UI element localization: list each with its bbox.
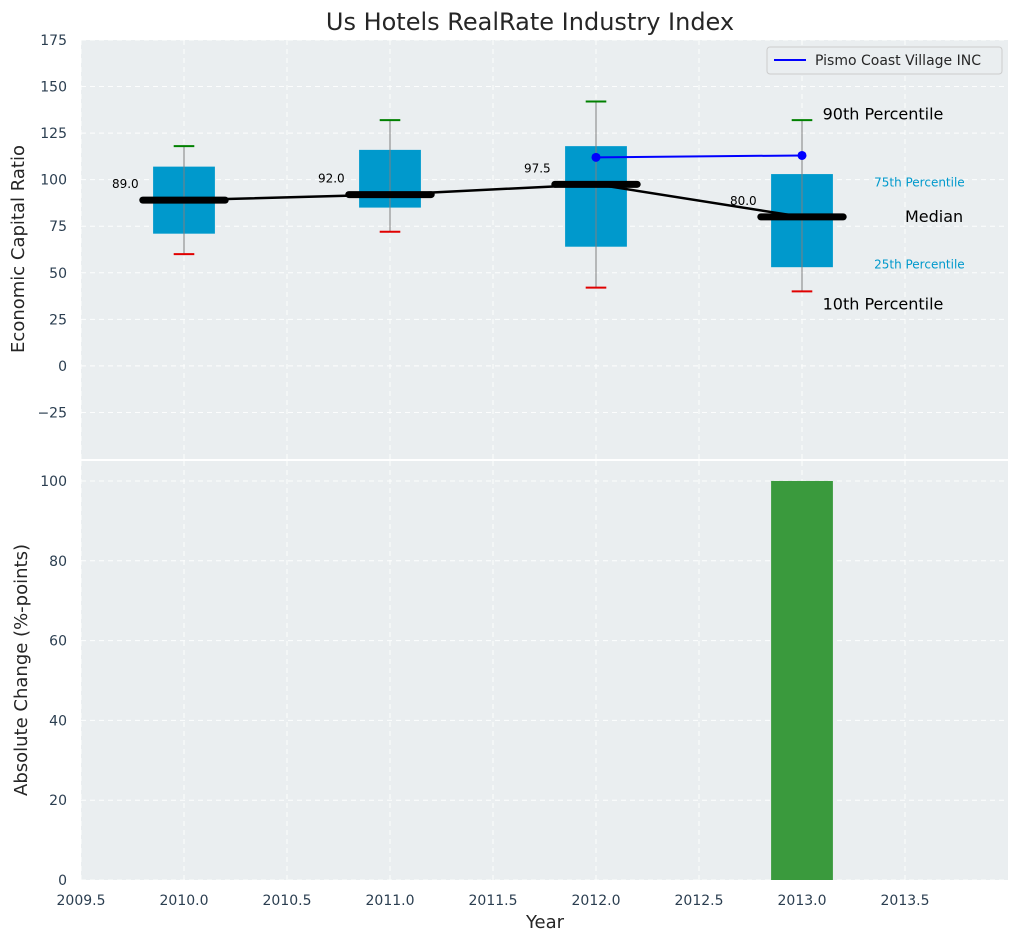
percentile-annotation: 10th Percentile	[823, 294, 944, 313]
percentile-annotation: 90th Percentile	[823, 104, 944, 123]
x-axis-ticks: 2009.5 2010.0 2010.5 2011.0 2011.5 2012.0 2012…	[57, 893, 930, 909]
chart-title: Us Hotels RealRate Industry Index	[326, 8, 734, 36]
box-panel-marks: 89.0 92.0 97.5 80.0	[112, 100, 847, 293]
series-point	[797, 150, 807, 160]
y-tick-label: 0	[58, 359, 67, 375]
x-tick-label: 2010.5	[263, 893, 312, 909]
box-panel-y-axis-label: Economic Capital Ratio	[8, 145, 29, 353]
legend-entry: Pismo Coast Village INC	[815, 53, 981, 69]
x-tick-label: 2010.0	[160, 893, 209, 909]
bar-panel-marks	[771, 480, 833, 880]
x-tick-label: 2011.5	[469, 893, 518, 909]
x-tick-label: 2009.5	[57, 893, 106, 909]
median-value-label: 92.0	[318, 172, 345, 186]
bar-panel-background	[81, 461, 1008, 880]
box-panel-y-ticks: −25 0 25 50 75 100 125 150 175	[37, 33, 67, 421]
legend: Pismo Coast Village INC	[766, 46, 1003, 75]
bar-panel-y-ticks: 0 20 40 60 80 100	[40, 474, 67, 889]
x-tick-label: 2013.0	[778, 893, 827, 909]
box-panel-grid	[80, 39, 1008, 459]
y-tick-label: 0	[58, 873, 67, 889]
median-value-label: 97.5	[524, 161, 551, 175]
median-value-label: 80.0	[730, 194, 757, 208]
y-tick-label: 60	[49, 634, 67, 650]
y-tick-label: 125	[40, 126, 67, 142]
y-tick-label: 40	[49, 713, 67, 729]
bar-panel-y-axis-label: Absolute Change (%-points)	[11, 544, 32, 796]
y-tick-label: 75	[49, 219, 67, 235]
series-line	[595, 154, 803, 159]
y-tick-label: 20	[49, 793, 67, 809]
y-tick-label: 100	[40, 173, 67, 189]
percentile-annotation: 75th Percentile	[874, 176, 965, 190]
series-point	[591, 152, 601, 162]
median-trend-line	[183, 183, 803, 219]
box-panel-annotations: 90th Percentile 75th Percentile Median 25th…	[823, 104, 965, 313]
x-tick-label: 2012.0	[572, 893, 621, 909]
box-panel-background	[81, 40, 1008, 459]
percentile-annotation: Median	[905, 207, 963, 226]
y-tick-label: 50	[49, 266, 67, 282]
percentile-annotation: 25th Percentile	[874, 257, 965, 271]
y-tick-label: 25	[49, 312, 67, 328]
y-tick-label: 80	[49, 554, 67, 570]
y-tick-label: 100	[40, 474, 67, 490]
x-tick-label: 2013.5	[881, 893, 930, 909]
x-tick-label: 2011.0	[366, 893, 415, 909]
change-bar	[771, 480, 833, 880]
y-tick-label: −25	[37, 405, 67, 421]
legend-frame	[766, 46, 1003, 75]
y-tick-label: 175	[40, 33, 67, 49]
x-axis-label: Year	[525, 912, 565, 933]
bar-panel: 0 20 40 60 80 100 2009.5 2010.0 2010.5 2011.0 201…	[11, 461, 1008, 933]
x-tick-label: 2012.5	[675, 893, 724, 909]
y-tick-label: 150	[40, 80, 67, 96]
median-value-label: 89.0	[112, 177, 139, 191]
